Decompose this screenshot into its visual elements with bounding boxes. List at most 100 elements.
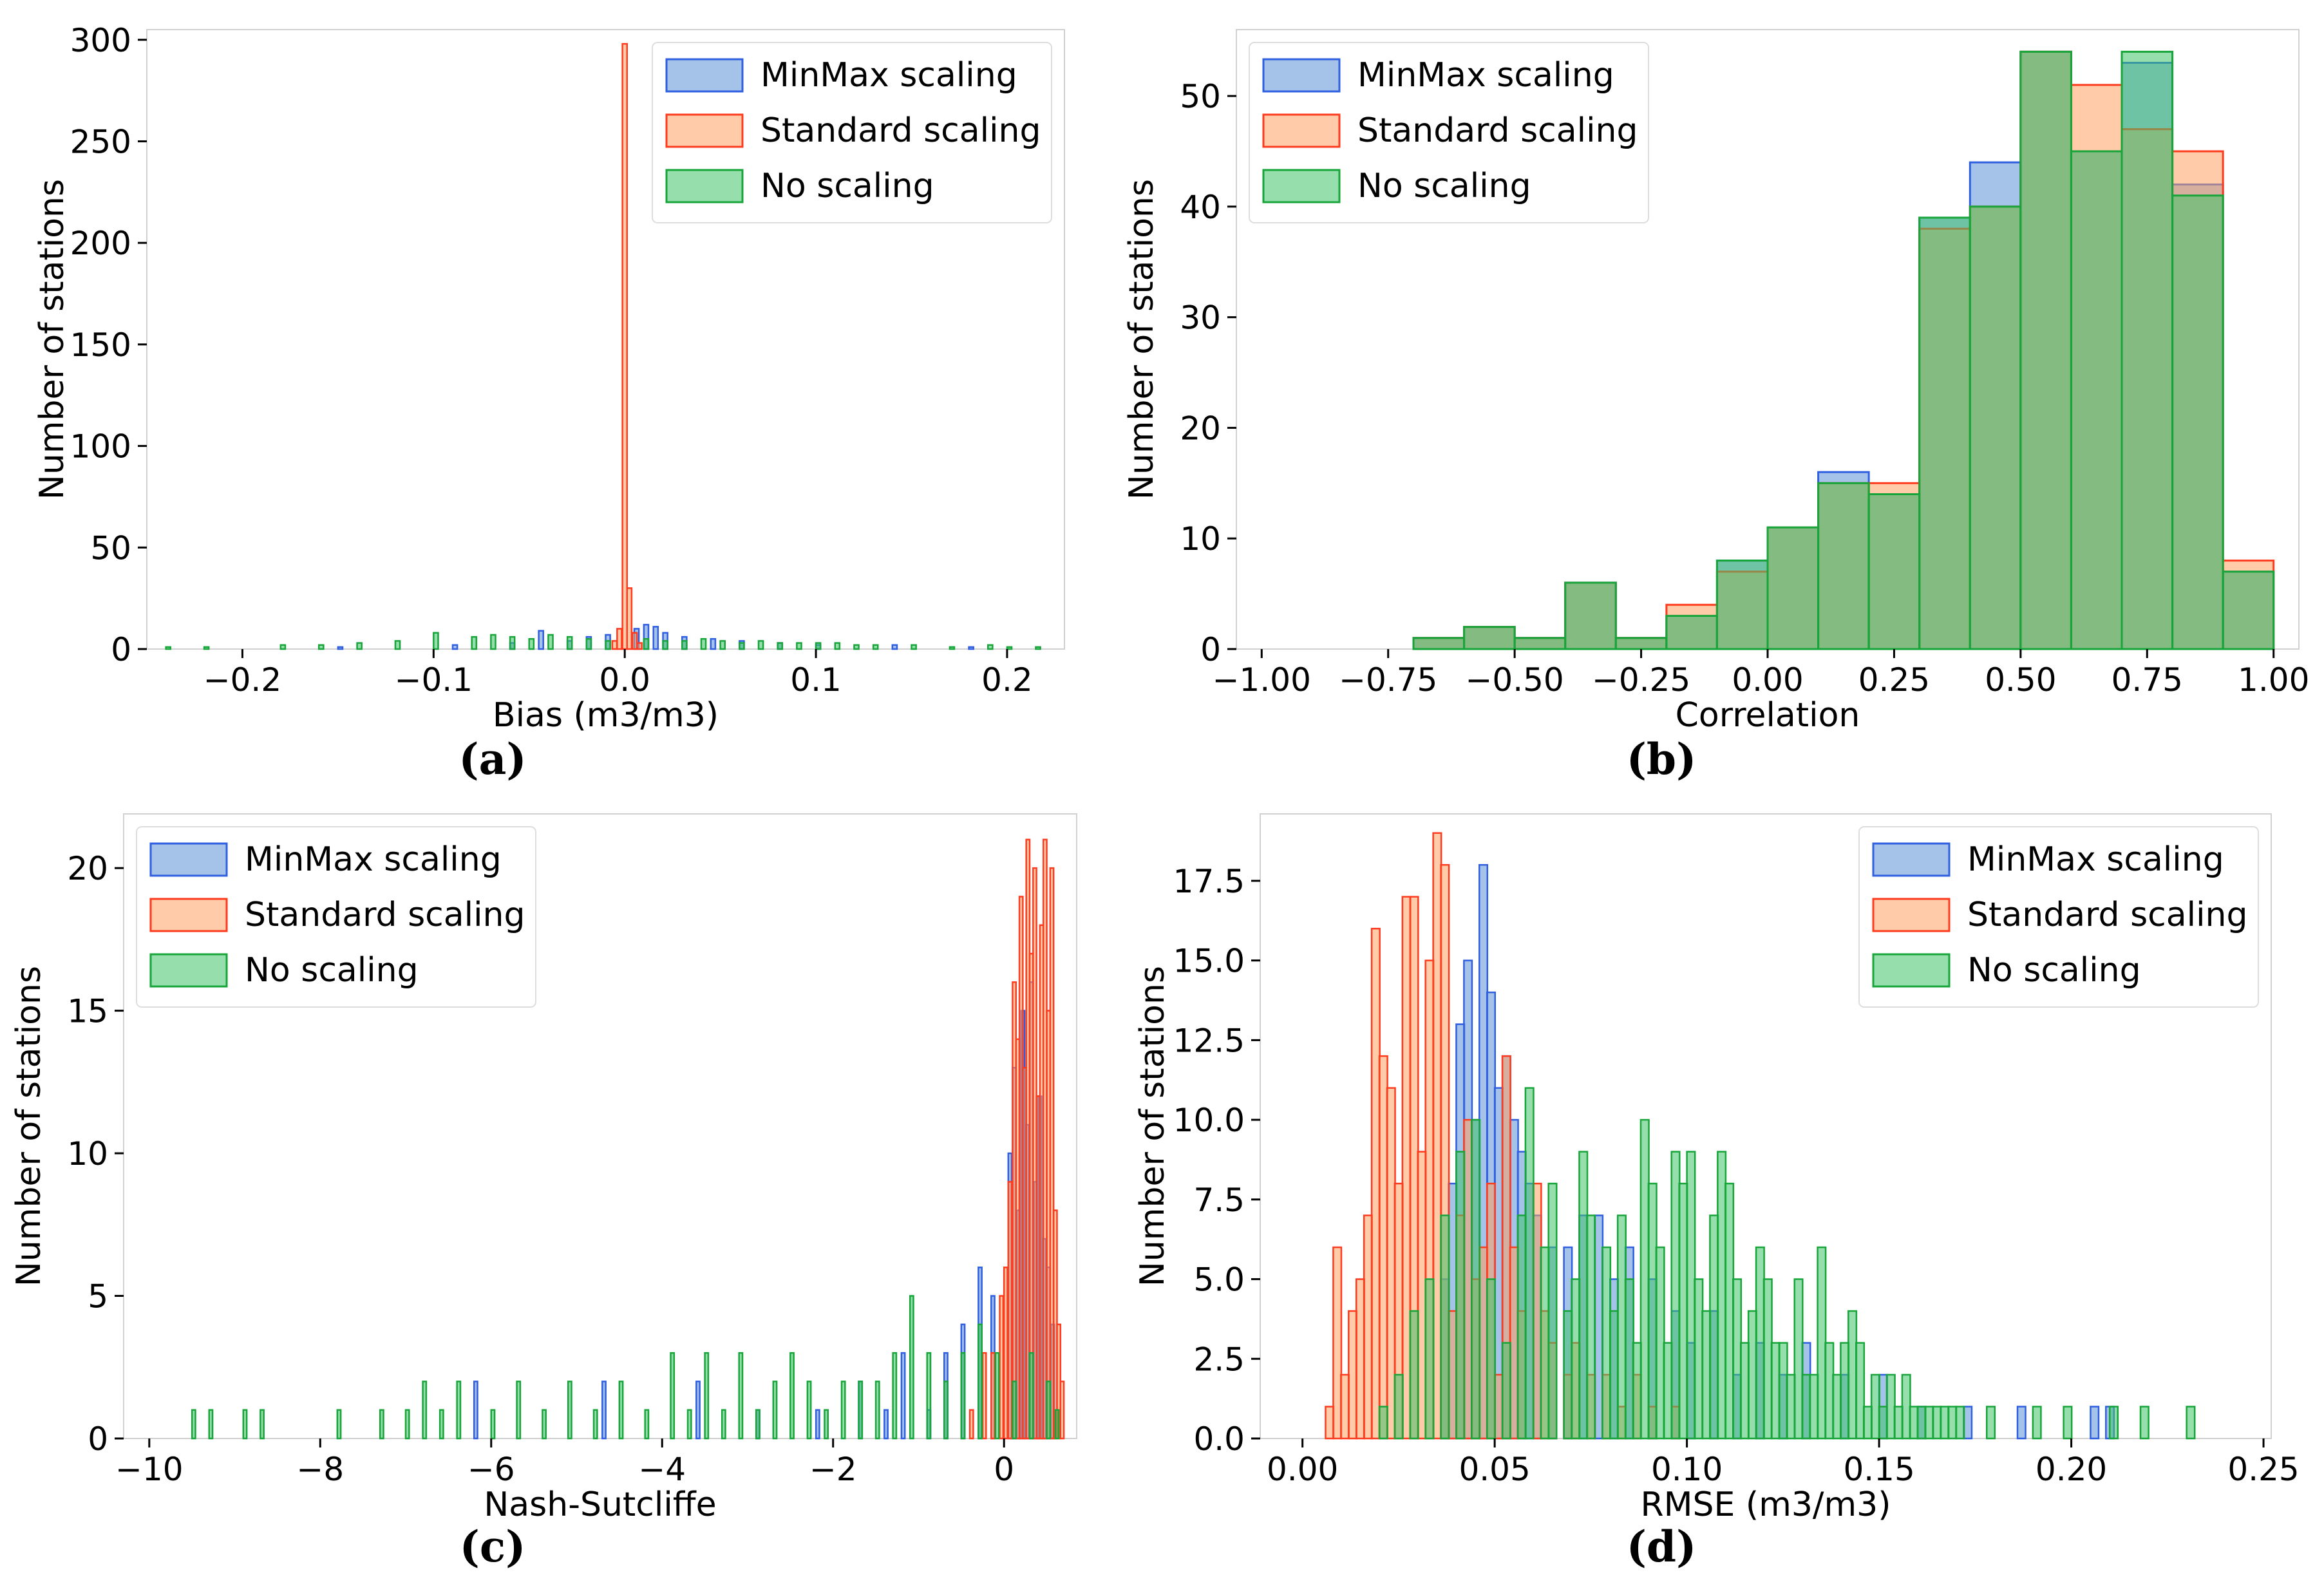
bars [165, 42, 1041, 650]
histogram-bar [509, 636, 516, 650]
histogram-bar [755, 1409, 760, 1440]
histogram-bar [631, 632, 638, 650]
y-tick-label: 250 [70, 123, 131, 160]
histogram-bar [1824, 1342, 1835, 1440]
histogram-bar [1378, 1055, 1388, 1440]
histogram-bar [872, 644, 879, 650]
y-tick-label: 150 [70, 326, 131, 364]
x-tick-label: 0.50 [1985, 661, 2056, 699]
histogram-bar [883, 1409, 889, 1440]
histogram-bar [1940, 1406, 1950, 1440]
histogram-bar [1932, 1406, 1942, 1440]
legend-box [1249, 42, 1649, 223]
histogram-bar [2139, 1406, 2149, 1440]
histogram-bar [422, 1381, 428, 1440]
x-axis-label: Bias (m3/m3) [493, 696, 719, 735]
histogram-bar [1715, 560, 1769, 650]
legend-label: Standard scaling [245, 896, 525, 934]
series-no-scaling [1412, 50, 2275, 650]
y-tick-label: 10 [67, 1135, 108, 1173]
histogram-bar [990, 1352, 996, 1440]
histogram-bar [981, 1352, 987, 1440]
histogram-bar [317, 644, 325, 650]
histogram-bar [1463, 1118, 1473, 1440]
histogram-bar [1778, 1342, 1788, 1440]
histogram-bar [1916, 1406, 1927, 1440]
histogram-bar [1609, 1310, 1620, 1440]
y-tick-label: 300 [70, 22, 131, 59]
histogram-bar [840, 1381, 846, 1440]
legend-swatch [1262, 113, 1341, 148]
y-tick-label: 5.0 [1193, 1261, 1245, 1299]
histogram-bar [900, 1352, 906, 1440]
histogram-bar [1663, 1342, 1673, 1440]
histogram-bar [165, 646, 172, 650]
legend-swatch [665, 58, 744, 93]
legend-swatch [1262, 58, 1341, 93]
histogram-bar [1947, 1406, 1958, 1440]
histogram-bar [585, 637, 592, 650]
y-tick-label: 20 [1180, 410, 1221, 447]
histogram-bar [1855, 1342, 1866, 1440]
histogram-bar [834, 642, 841, 650]
histogram-bar [1817, 1246, 1827, 1440]
histogram-bar [670, 1352, 675, 1440]
y-tick-label: 200 [70, 225, 131, 262]
histogram-bar [719, 640, 726, 650]
histogram-bar [1564, 581, 1617, 650]
x-tick-label: −0.2 [203, 661, 281, 699]
histogram-bar [1909, 1406, 1919, 1440]
histogram-bar [1563, 1310, 1573, 1440]
histogram-bar [652, 626, 659, 650]
histogram-bar [456, 1381, 462, 1440]
histogram-bar [1732, 1278, 1743, 1440]
histogram-bar [1540, 1246, 1550, 1440]
histogram-bar [949, 646, 956, 650]
histogram-bar [1762, 1278, 1773, 1440]
legend-swatch [149, 842, 228, 877]
x-tick-label: 0.15 [1843, 1451, 1914, 1488]
histogram-bar [1478, 1246, 1489, 1440]
histogram-bar [858, 1381, 864, 1440]
histogram-bar [1901, 1373, 1911, 1440]
histogram-bar [1701, 1310, 1712, 1440]
histogram-bar [1046, 1381, 1052, 1440]
legend-swatch [1872, 953, 1951, 988]
x-tick-label: 1.00 [2238, 661, 2309, 699]
chart-panel-a: −0.2 −0.1 0.0 0.1 0.2 0 50 100 150 200 250 300 Bias … [33, 22, 1065, 784]
legend: MinMax scaling Standard scaling No scaling [136, 826, 536, 1008]
legend-label: Standard scaling [760, 111, 1041, 150]
histogram-bar [1370, 927, 1381, 1440]
legend-swatch [665, 169, 744, 203]
histogram-bar [611, 640, 618, 650]
histogram-bar [601, 1381, 607, 1440]
histogram-bar [626, 587, 633, 650]
histogram-bar [1463, 626, 1516, 650]
histogram-bar [1348, 1310, 1358, 1440]
x-tick-label: −1.00 [1213, 661, 1311, 699]
histogram-bar [796, 642, 802, 650]
histogram-bar [1332, 1246, 1343, 1440]
histogram-bar [542, 1409, 547, 1440]
histogram-bar [379, 1409, 384, 1440]
y-tick-label: 7.5 [1193, 1182, 1245, 1219]
histogram-bar [757, 640, 764, 650]
histogram-bar [1678, 1182, 1688, 1440]
x-axis-label: Correlation [1676, 696, 1860, 735]
legend-label: No scaling [245, 951, 419, 990]
bars [1325, 832, 2196, 1440]
histogram-bar [644, 1409, 650, 1440]
x-tick-label: 0.75 [2111, 661, 2183, 699]
histogram-bar [547, 634, 554, 650]
y-tick-label: 10 [1180, 520, 1221, 558]
y-tick-label: 30 [1180, 299, 1221, 337]
legend-swatch [149, 953, 228, 988]
histogram-bar [208, 1409, 214, 1440]
histogram-bar [1801, 1373, 1811, 1440]
histogram-bar [1493, 1373, 1504, 1440]
histogram-bar [1709, 1214, 1719, 1440]
histogram-bar [874, 1381, 880, 1440]
histogram-bar [978, 1323, 983, 1440]
histogram-bar [451, 644, 458, 650]
